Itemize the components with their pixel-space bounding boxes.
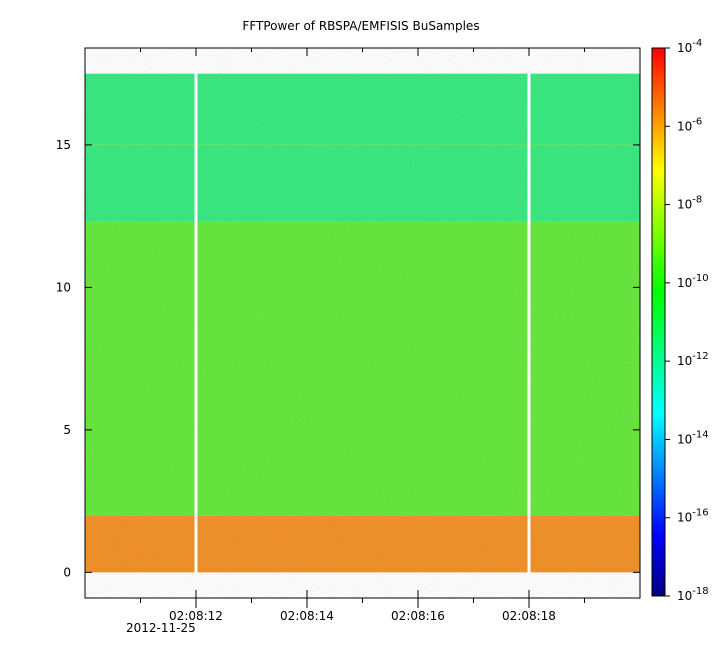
colorbar-tick-label: 10-18 bbox=[677, 586, 709, 603]
data-gap-1 bbox=[527, 73, 531, 573]
y-axis: 0 5 10 15 bbox=[56, 138, 640, 579]
y-tick-label: 0 bbox=[63, 565, 71, 579]
plot-area bbox=[85, 48, 640, 598]
spectrogram-texture bbox=[85, 48, 640, 598]
colorbar-tick-label: 10-14 bbox=[677, 429, 709, 446]
colorbar-tick-label: 10-6 bbox=[677, 116, 702, 133]
colorbar-tick-label: 10-8 bbox=[677, 195, 702, 212]
y-tick-label: 15 bbox=[56, 138, 71, 152]
y-tick-label: 5 bbox=[63, 423, 71, 437]
x-tick-label: 02:08:14 bbox=[280, 609, 334, 623]
colorbar-ticks: 10-4 10-6 10-8 10-10 10-12 10-14 10-16 10-18 bbox=[665, 38, 709, 603]
y-tick-label: 10 bbox=[56, 280, 71, 294]
x-axis-date-label: 2012-11-25 bbox=[126, 621, 196, 635]
x-tick-label: 02:08:12 bbox=[169, 609, 223, 623]
colorbar-tick-label: 10-10 bbox=[677, 273, 709, 290]
colorbar-tick-label: 10-16 bbox=[677, 508, 709, 525]
colorbar-tick-label: 10-4 bbox=[677, 38, 702, 55]
x-tick-label: 02:08:16 bbox=[391, 609, 445, 623]
data-gap-0 bbox=[194, 73, 198, 573]
colorbar bbox=[651, 47, 666, 597]
chart-title: FFTPower of RBSPA/EMFISIS BuSamples bbox=[242, 19, 479, 33]
x-tick-label: 02:08:18 bbox=[502, 609, 556, 623]
x-axis: 02:08:12 02:08:14 02:08:16 02:08:18 bbox=[140, 48, 585, 623]
colorbar-tick-label: 10-12 bbox=[677, 351, 709, 368]
